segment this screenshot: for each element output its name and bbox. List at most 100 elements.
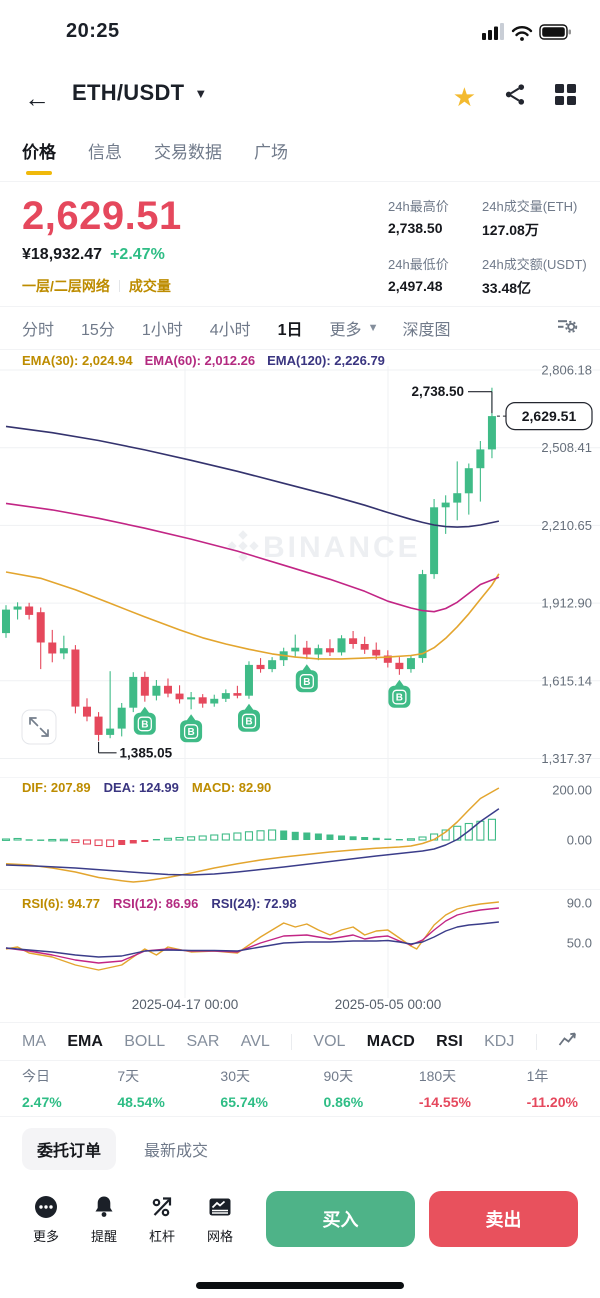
indicator-rsi[interactable]: RSI — [436, 1032, 463, 1050]
buy-order-marker[interactable]: B — [238, 703, 260, 732]
status-bar: 20:25 — [0, 14, 600, 54]
timeframe-more[interactable]: 更多 — [329, 321, 362, 339]
sell-button[interactable]: 卖出 — [429, 1191, 578, 1247]
indicator-boll[interactable]: BOLL — [124, 1032, 166, 1050]
leverage-button[interactable]: 杠杆 — [138, 1194, 186, 1245]
expand-chart-button[interactable] — [21, 709, 57, 745]
indicator-kdj[interactable]: KDJ — [484, 1032, 515, 1050]
rsi-line-rsi6 — [5, 901, 499, 971]
kline-chart[interactable]: BINANCE B B B B B 2,738.50 1,385.05 2,629.51 2,80… — [0, 350, 600, 1016]
volume-eth-value: 127.08万 — [482, 222, 539, 238]
orderbook-tabs: 委托订单 最新成交 — [22, 1128, 208, 1170]
macd-legend: DIF: 207.89 DEA: 124.99 MACD: 82.90 — [22, 780, 271, 795]
back-button[interactable]: ← — [24, 83, 50, 113]
header: ← ETH/USDT ▼ ★ — [0, 74, 600, 122]
tag-layer-network[interactable]: 一层/二层网络 — [22, 278, 110, 294]
price-axis-label: 1,615.14 — [541, 673, 592, 688]
grid-trading-icon — [209, 1198, 231, 1215]
timeframe-1d[interactable]: 1日 — [277, 321, 303, 339]
wifi-icon — [511, 26, 533, 41]
period-stat: 180天 -14.55% — [419, 1066, 471, 1110]
share-icon[interactable] — [504, 83, 527, 111]
grid-layout-icon[interactable] — [555, 84, 576, 110]
volume-eth-label: 24h成交量(ETH) — [482, 199, 578, 214]
low-price-annotation: 1,385.05 — [120, 745, 173, 760]
divider — [0, 306, 600, 307]
token-tags[interactable]: 一层/二层网络 成交量 — [22, 276, 171, 296]
timeframe-minute[interactable]: 分时 — [22, 321, 55, 339]
indicator-ema[interactable]: EMA — [67, 1032, 103, 1050]
pair-title: ETH/USDT — [72, 80, 185, 105]
kline-chart-svg[interactable]: BINANCE B B B B B 2,738.50 1,385.05 2,629.51 2,80… — [0, 350, 600, 1016]
indicator-sar[interactable]: SAR — [186, 1032, 220, 1050]
ema-line-ema120 — [5, 425, 500, 528]
period-value: -11.20% — [526, 1094, 578, 1110]
tab-info[interactable]: 信息 — [88, 143, 122, 162]
period-value: 65.74% — [220, 1094, 268, 1110]
legend-item: RSI(24): 72.98 — [211, 896, 297, 911]
timeframe-bar: 分时 15分 1小时 4小时 1日 更多 ▼ 深度图 — [22, 314, 578, 341]
buy-order-marker[interactable]: B — [180, 714, 203, 743]
timeframe-4h[interactable]: 4小时 — [209, 321, 251, 339]
tab-open-orders[interactable]: 委托订单 — [22, 1128, 117, 1170]
price-axis-label: 1,912.90 — [541, 596, 592, 611]
chart-grid — [0, 366, 600, 998]
rsi-axis-label: 50.0 — [567, 936, 592, 951]
depth-chart-tab[interactable]: 深度图 — [402, 321, 451, 339]
rsi-line-rsi24 — [5, 921, 499, 958]
svg-text:B: B — [245, 716, 252, 727]
indicator-tab-bar: MA EMA BOLL SAR AVL VOL MACD RSI KDJ — [0, 1022, 600, 1061]
last-price-tag-text: 2,629.51 — [522, 408, 577, 424]
buy-order-marker[interactable]: B — [295, 664, 318, 693]
last-price-tag[interactable] — [505, 402, 593, 431]
period-stat: 90天 0.86% — [324, 1066, 364, 1110]
divider — [0, 349, 600, 350]
tag-volume[interactable]: 成交量 — [128, 278, 171, 294]
price-axis-label: 1,317.37 — [541, 751, 592, 766]
change-percent: +2.47% — [110, 246, 165, 263]
chart-settings-icon[interactable] — [556, 314, 578, 341]
buy-order-marker[interactable]: B — [133, 706, 156, 735]
timeframe-15m[interactable]: 15分 — [81, 321, 115, 339]
legend-item: EMA(60): 2,012.26 — [144, 353, 256, 368]
legend-item: EMA(30): 2,024.94 — [22, 353, 133, 368]
period-value: 0.86% — [323, 1094, 364, 1110]
grid-trading-button[interactable]: 网格 — [196, 1194, 244, 1245]
indicator-ma[interactable]: MA — [22, 1032, 46, 1050]
24h-stats: 24h最高价 2,738.50 24h成交量(ETH) 127.08万 24h最… — [388, 196, 588, 312]
fiat-price: ¥18,932.47 — [22, 246, 103, 263]
period-label: 今日 — [22, 1068, 50, 1084]
period-value: 48.54% — [117, 1094, 165, 1110]
volume-usdt-value: 33.48亿 — [482, 280, 532, 296]
more-button[interactable]: 更多 — [22, 1194, 70, 1245]
pair-selector[interactable]: ETH/USDT ▼ — [72, 80, 207, 106]
favorite-star-icon[interactable]: ★ — [452, 82, 476, 112]
fiat-price-row: ¥18,932.47 +2.47% — [22, 246, 165, 264]
macd-line-dea — [5, 808, 500, 876]
indicator-vol[interactable]: VOL — [313, 1032, 346, 1050]
timeframe-1h[interactable]: 1小时 — [141, 321, 183, 339]
svg-text:B: B — [396, 692, 403, 703]
period-label: 1年 — [526, 1068, 549, 1084]
bottom-action-bar: 更多 提醒 杠杆 网格 买入 卖 — [22, 1186, 578, 1252]
tab-price[interactable]: 价格 — [22, 138, 56, 175]
buy-button[interactable]: 买入 — [266, 1191, 415, 1247]
period-performance: 今日 2.47% 7天 48.54% 30天 65.74% 90天 0.86% 180天 -14.… — [22, 1066, 578, 1110]
alert-button[interactable]: 提醒 — [80, 1194, 128, 1245]
period-label: 90天 — [323, 1068, 354, 1084]
indicator-settings-icon[interactable] — [558, 1029, 578, 1054]
tab-square[interactable]: 广场 — [254, 143, 288, 162]
tab-trading-data[interactable]: 交易数据 — [154, 143, 222, 162]
candles-layer — [2, 387, 496, 741]
divider — [118, 280, 120, 292]
buy-order-marker[interactable]: B — [388, 679, 411, 708]
indicator-avl[interactable]: AVL — [240, 1032, 270, 1050]
home-indicator[interactable] — [196, 1282, 404, 1289]
indicator-macd[interactable]: MACD — [366, 1032, 415, 1050]
rsi-axis-label: 90.0 — [567, 896, 592, 911]
legend-item: EMA(120): 2,226.79 — [267, 353, 385, 368]
cellular-signal-icon — [482, 23, 504, 40]
tab-latest-trades[interactable]: 最新成交 — [144, 1143, 209, 1160]
high-label: 24h最高价 — [388, 199, 449, 214]
